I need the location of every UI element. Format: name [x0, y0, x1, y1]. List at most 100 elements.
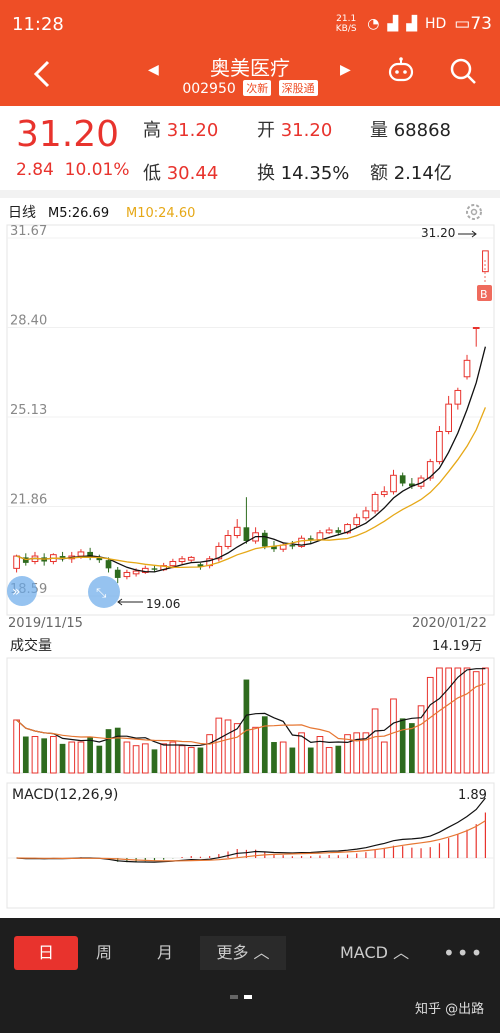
candle-body — [472, 327, 480, 329]
volume-bar — [13, 719, 20, 774]
network-speed: 21.1 KB/S — [335, 14, 357, 34]
volume-bar — [316, 736, 324, 774]
volume-bar — [59, 743, 66, 773]
volume-bar — [436, 667, 443, 774]
volume-bar — [105, 729, 112, 773]
candle-body — [96, 557, 103, 561]
volume-bar — [426, 676, 434, 774]
gear-icon[interactable] — [466, 204, 482, 220]
volume-bar — [307, 747, 314, 773]
back-arrow-icon[interactable] — [30, 54, 54, 103]
more-options-icon[interactable]: ••• — [443, 941, 485, 965]
volume-bars — [13, 667, 489, 774]
high-field: 高 31.20 — [143, 116, 218, 142]
page-dot-active — [244, 995, 252, 999]
x-start-label: 2019/11/15 — [8, 616, 83, 631]
candle-body — [463, 359, 471, 378]
candle-body — [233, 526, 241, 537]
volume-bar — [409, 723, 415, 773]
tab-more[interactable]: 更多 ︿ — [200, 936, 286, 970]
turnover-field: 换 14.35% — [257, 159, 349, 185]
stock-code-row: 002950 次新 深股通 — [0, 80, 500, 97]
volume-bar — [22, 736, 29, 773]
volume-bar — [141, 743, 149, 774]
triangle-left-icon[interactable]: ◀ — [148, 62, 159, 78]
battery-icon: ▭73 — [454, 14, 492, 34]
indicator-button[interactable]: MACD ︿ — [340, 936, 409, 970]
volume-bar — [417, 705, 425, 774]
quote-panel: 31.20 2.84 10.01% 高 31.20 开 31.20 量 6886… — [0, 106, 500, 196]
stock-header: ◀ 奥美医疗 002950 次新 深股通 ▶ — [0, 50, 500, 106]
volume-bar — [298, 732, 305, 774]
macd-frame — [6, 782, 495, 909]
candle-body — [298, 537, 305, 547]
chevron-up-icon: ︿ — [393, 943, 410, 962]
volume-bar — [463, 667, 471, 774]
tab-month[interactable]: 月 — [156, 943, 173, 962]
candle-body — [178, 558, 186, 563]
volume-bar — [482, 667, 489, 774]
volume-bar — [96, 745, 103, 773]
open-label: 开 — [257, 120, 275, 141]
svg-text:»: » — [12, 584, 21, 600]
price-change: 2.84 10.01% — [16, 160, 130, 180]
kline-chart[interactable]: 日线 M5:26.69 M10:24.60 31.67 28.40 25.13 21.… — [0, 198, 500, 920]
volume-bar — [289, 747, 296, 773]
candle-body — [325, 529, 333, 534]
candle-body — [215, 545, 223, 560]
volume-bar — [50, 736, 57, 774]
current-price: 31.20 — [16, 114, 120, 155]
x-end-label: 2020/01/22 — [412, 616, 487, 631]
volume-bar — [197, 747, 204, 773]
candle-body — [335, 530, 342, 533]
amount-value: 2.14亿 — [393, 163, 452, 184]
candle-body — [87, 551, 93, 558]
volume-bar — [68, 741, 76, 774]
volume-bar — [187, 747, 195, 774]
ma5-label: M5:26.69 — [48, 206, 109, 221]
volume-bar — [252, 726, 259, 774]
battery-level: 73 — [470, 14, 492, 34]
candle-body — [197, 564, 204, 567]
low-label: 低 — [143, 163, 161, 184]
volume-bar — [243, 679, 250, 773]
indicator-label: MACD — [340, 943, 388, 962]
max-price-arrowhead — [471, 230, 477, 238]
volume-bar — [87, 736, 93, 773]
buy-marker[interactable]: B — [477, 285, 492, 301]
hd-icon: HD — [424, 16, 447, 32]
volume-bar — [224, 719, 232, 774]
candle-body — [141, 567, 149, 573]
candle-body — [243, 527, 250, 541]
volume-bar — [261, 716, 268, 773]
search-icon[interactable] — [448, 56, 478, 86]
volume-bar — [362, 732, 370, 774]
candle-body — [399, 475, 406, 484]
candle-body — [13, 555, 20, 569]
volume-bar — [390, 698, 397, 774]
volume-bar — [77, 741, 85, 774]
tab-day[interactable]: 日 — [14, 936, 78, 970]
y-tick-label: 28.40 — [10, 314, 47, 329]
tab-week[interactable]: 周 — [95, 943, 112, 962]
signal-icon: ▟ — [387, 16, 399, 32]
candle-body — [59, 556, 66, 559]
triangle-right-icon[interactable]: ▶ — [340, 62, 351, 78]
zoom-handle-icon[interactable]: ⤡ — [88, 576, 120, 608]
candle-body — [371, 493, 379, 512]
candle-body — [151, 568, 158, 570]
kline-grid — [7, 237, 494, 597]
candle-body — [316, 532, 324, 541]
volume-bar — [380, 741, 388, 774]
tag-connect: 深股通 — [278, 80, 318, 96]
scroll-left-button[interactable]: » — [7, 576, 37, 606]
open-value: 31.20 — [280, 120, 333, 141]
volume-max-label: 14.19万 — [432, 639, 482, 654]
candle-body — [445, 403, 452, 433]
robot-icon[interactable] — [386, 56, 416, 84]
volume-bar — [123, 741, 131, 774]
status-bar: 11:28 21.1 KB/S ◔ ▟ ▟ HD ▭73 — [0, 0, 500, 50]
candle-body — [426, 461, 434, 479]
kline-frame — [6, 224, 495, 616]
volume-bar — [353, 732, 361, 774]
